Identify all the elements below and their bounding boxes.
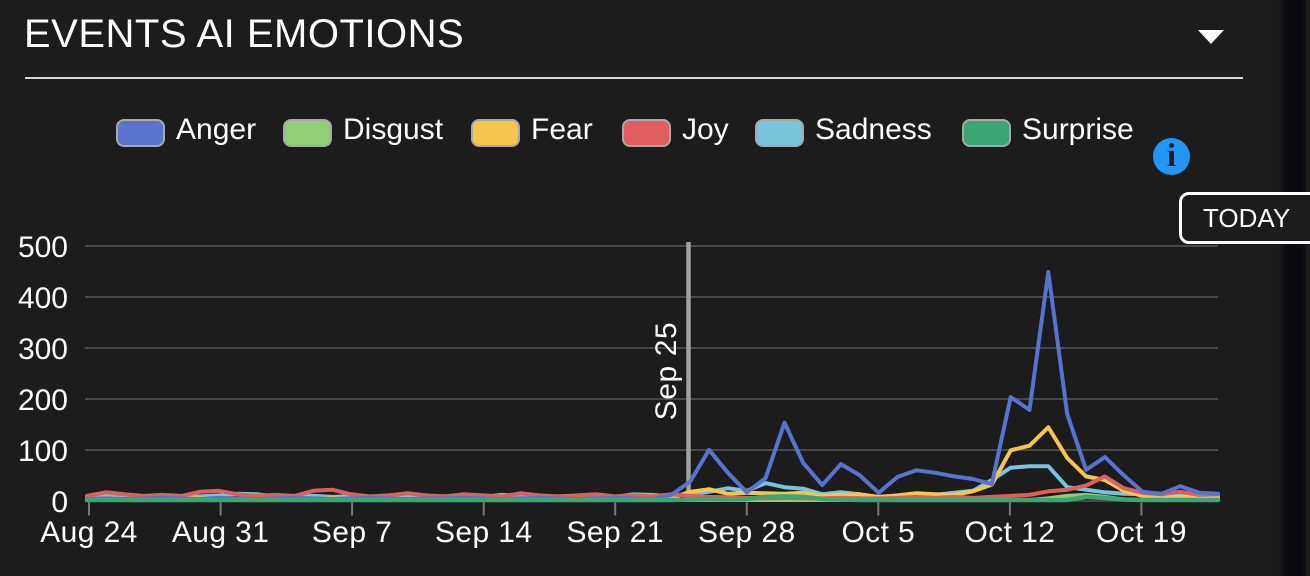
- svg-text:Oct 5: Oct 5: [841, 516, 915, 549]
- svg-text:Oct 12: Oct 12: [965, 516, 1056, 549]
- svg-text:Aug 31: Aug 31: [172, 516, 269, 549]
- svg-text:0: 0: [51, 486, 68, 519]
- svg-text:Sep 25: Sep 25: [650, 322, 683, 421]
- svg-text:500: 500: [18, 231, 68, 264]
- svg-text:Sep 7: Sep 7: [312, 516, 392, 549]
- svg-text:Aug 24: Aug 24: [40, 516, 137, 549]
- svg-text:300: 300: [18, 333, 68, 366]
- svg-text:Sep 28: Sep 28: [698, 516, 795, 549]
- svg-text:100: 100: [18, 435, 68, 468]
- svg-text:Oct 19: Oct 19: [1096, 516, 1187, 549]
- svg-text:200: 200: [18, 384, 68, 417]
- svg-text:400: 400: [18, 282, 68, 315]
- svg-text:Sep 14: Sep 14: [435, 516, 532, 549]
- svg-text:Sep 21: Sep 21: [566, 516, 663, 549]
